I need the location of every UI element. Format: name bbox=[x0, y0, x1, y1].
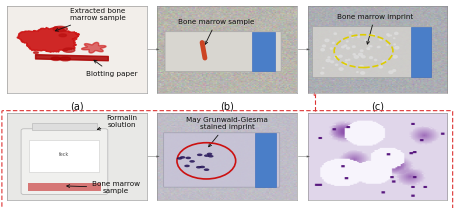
Circle shape bbox=[328, 57, 330, 58]
Circle shape bbox=[344, 64, 346, 65]
Bar bbox=[32, 123, 97, 130]
Circle shape bbox=[353, 54, 356, 55]
Circle shape bbox=[361, 72, 365, 74]
Circle shape bbox=[326, 59, 330, 62]
Circle shape bbox=[339, 68, 343, 70]
Circle shape bbox=[380, 39, 382, 40]
Ellipse shape bbox=[207, 153, 212, 155]
Circle shape bbox=[321, 49, 324, 51]
Ellipse shape bbox=[53, 26, 67, 32]
Circle shape bbox=[370, 57, 373, 58]
Circle shape bbox=[379, 66, 383, 68]
Bar bbox=[411, 27, 431, 77]
Circle shape bbox=[357, 72, 358, 73]
Text: Formalin
solution: Formalin solution bbox=[97, 115, 137, 130]
Circle shape bbox=[330, 48, 332, 49]
Ellipse shape bbox=[60, 57, 71, 61]
Circle shape bbox=[342, 46, 344, 48]
Ellipse shape bbox=[177, 157, 182, 160]
Circle shape bbox=[354, 56, 358, 58]
Circle shape bbox=[344, 45, 346, 47]
Circle shape bbox=[389, 71, 393, 73]
Polygon shape bbox=[17, 27, 79, 52]
Circle shape bbox=[325, 39, 329, 42]
Ellipse shape bbox=[51, 57, 61, 61]
Circle shape bbox=[395, 46, 399, 49]
Circle shape bbox=[349, 32, 352, 33]
Circle shape bbox=[346, 60, 347, 61]
Ellipse shape bbox=[200, 166, 205, 168]
Ellipse shape bbox=[185, 157, 191, 159]
Circle shape bbox=[370, 46, 372, 47]
Text: Blotting paper: Blotting paper bbox=[86, 60, 138, 77]
FancyBboxPatch shape bbox=[165, 32, 281, 71]
Ellipse shape bbox=[180, 156, 185, 159]
Circle shape bbox=[358, 36, 359, 37]
Polygon shape bbox=[82, 42, 106, 53]
Ellipse shape bbox=[204, 154, 210, 157]
Circle shape bbox=[387, 34, 389, 35]
Circle shape bbox=[365, 40, 366, 41]
Circle shape bbox=[390, 35, 392, 36]
Circle shape bbox=[395, 32, 398, 35]
FancyBboxPatch shape bbox=[164, 133, 280, 187]
Text: (a): (a) bbox=[70, 101, 84, 111]
Text: feck: feck bbox=[59, 152, 70, 157]
Circle shape bbox=[367, 48, 369, 49]
Circle shape bbox=[383, 61, 386, 63]
Ellipse shape bbox=[189, 160, 195, 163]
Text: May Grunwald-Giesma
stained imprint: May Grunwald-Giesma stained imprint bbox=[186, 117, 268, 147]
Circle shape bbox=[361, 56, 363, 57]
Circle shape bbox=[335, 56, 338, 58]
Circle shape bbox=[353, 46, 355, 48]
Bar bbox=[29, 140, 100, 172]
Ellipse shape bbox=[34, 52, 38, 53]
Text: (b): (b) bbox=[220, 101, 234, 111]
Bar bbox=[28, 183, 101, 191]
Circle shape bbox=[346, 47, 349, 49]
Circle shape bbox=[345, 63, 347, 64]
Ellipse shape bbox=[59, 34, 66, 37]
Circle shape bbox=[374, 59, 377, 61]
Text: Extracted bone
marrow sample: Extracted bone marrow sample bbox=[55, 8, 126, 31]
Ellipse shape bbox=[63, 48, 75, 52]
Ellipse shape bbox=[184, 165, 190, 167]
Circle shape bbox=[394, 44, 395, 45]
Circle shape bbox=[321, 72, 324, 74]
Ellipse shape bbox=[204, 168, 210, 171]
Circle shape bbox=[334, 33, 337, 35]
Circle shape bbox=[359, 53, 363, 56]
Circle shape bbox=[352, 36, 354, 37]
Text: Bone marrow
sample: Bone marrow sample bbox=[67, 181, 140, 194]
Circle shape bbox=[393, 56, 397, 58]
Circle shape bbox=[331, 61, 334, 63]
Circle shape bbox=[377, 47, 379, 48]
Circle shape bbox=[360, 50, 363, 52]
Text: Bone marrow imprint: Bone marrow imprint bbox=[337, 14, 413, 44]
Circle shape bbox=[388, 35, 390, 36]
Ellipse shape bbox=[208, 155, 214, 157]
FancyBboxPatch shape bbox=[312, 27, 431, 77]
Circle shape bbox=[359, 66, 364, 68]
Text: Bone marrow sample: Bone marrow sample bbox=[178, 19, 255, 44]
Circle shape bbox=[339, 55, 342, 57]
Circle shape bbox=[393, 70, 396, 71]
Circle shape bbox=[362, 56, 365, 58]
Ellipse shape bbox=[197, 154, 202, 156]
Ellipse shape bbox=[196, 166, 201, 168]
Circle shape bbox=[367, 48, 370, 49]
Bar bbox=[253, 32, 275, 71]
Circle shape bbox=[369, 46, 371, 47]
Circle shape bbox=[348, 59, 350, 60]
Circle shape bbox=[378, 46, 380, 48]
Circle shape bbox=[332, 42, 335, 43]
Bar bbox=[255, 133, 276, 187]
Circle shape bbox=[394, 38, 395, 39]
Circle shape bbox=[322, 45, 326, 47]
Circle shape bbox=[336, 64, 337, 66]
Circle shape bbox=[346, 41, 348, 42]
Circle shape bbox=[372, 34, 374, 36]
Text: (c): (c) bbox=[371, 101, 384, 111]
FancyBboxPatch shape bbox=[21, 129, 108, 194]
